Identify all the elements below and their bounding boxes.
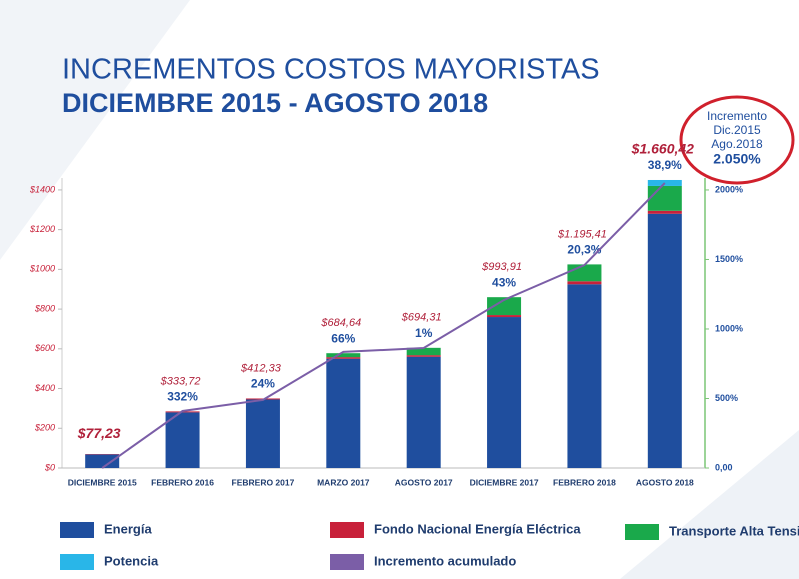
change-label: 1% xyxy=(415,326,433,340)
bar-segment xyxy=(326,353,361,358)
legend-swatch xyxy=(60,522,94,538)
callout-text: Ago.2018 xyxy=(711,137,763,151)
bar-segment xyxy=(567,264,602,282)
bar-segment xyxy=(567,284,602,468)
x-tick-label: AGOSTO 2017 xyxy=(395,477,453,487)
line xyxy=(101,182,666,469)
callout-text: Incremento xyxy=(707,109,767,123)
chart-title: INCREMENTOS COSTOS MAYORISTAS xyxy=(62,54,600,86)
y2-tick-label: 500% xyxy=(715,393,738,403)
bar-segment xyxy=(85,454,120,468)
y-tick-label: $800 xyxy=(34,303,55,313)
y2-tick-label: 1000% xyxy=(715,323,743,333)
bar-segment xyxy=(487,297,522,316)
y-tick-label: $200 xyxy=(34,423,55,433)
y-tick-label: $1400 xyxy=(29,184,55,194)
bar-segment xyxy=(406,356,441,468)
bar-segment xyxy=(326,358,361,468)
x-tick-label: FEBRERO 2018 xyxy=(553,477,616,487)
total-label: $694,31 xyxy=(401,312,442,324)
y2-tick-label: 2000% xyxy=(715,184,743,194)
y2-tick-label: 1500% xyxy=(715,254,743,264)
total-label: $684,64 xyxy=(320,317,361,329)
legend-label: Potencia xyxy=(104,553,159,568)
bar-segment xyxy=(487,317,522,468)
background-shape xyxy=(0,0,190,260)
y-tick-label: $0 xyxy=(44,462,55,472)
x-tick-label: DICIEMBRE 2017 xyxy=(470,477,539,487)
bar-segment xyxy=(326,357,361,359)
total-label: $77,23 xyxy=(77,425,121,441)
bar-segment xyxy=(647,179,682,186)
x-tick-label: AGOSTO 2018 xyxy=(636,477,694,487)
bar-segment xyxy=(406,347,441,356)
total-label: $412,33 xyxy=(240,362,282,374)
bar-segment xyxy=(165,412,200,468)
y-tick-label: $1000 xyxy=(29,264,55,274)
bar-segment xyxy=(567,281,602,285)
total-label: $1.660,42 xyxy=(631,141,694,157)
y-tick-label: $400 xyxy=(34,383,55,393)
x-tick-label: FEBRERO 2016 xyxy=(151,477,214,487)
legend-swatch xyxy=(330,554,364,570)
bar-segment xyxy=(406,355,441,357)
legend-swatch xyxy=(60,554,94,570)
change-label: 24% xyxy=(251,377,275,391)
total-label: $993,91 xyxy=(481,261,522,273)
change-label: 38,9% xyxy=(648,158,682,172)
callout-value: 2.050% xyxy=(713,151,761,167)
bar-segment xyxy=(647,210,682,214)
legend-label: Energía xyxy=(104,521,152,536)
y-tick-label: $1200 xyxy=(29,224,55,234)
bar-segment xyxy=(245,399,280,468)
legend-label: Fondo Nacional Energía Eléctrica xyxy=(374,521,581,536)
legend-label: Transporte Alta Tensión y Distro xyxy=(669,523,799,538)
background-shape xyxy=(620,430,799,579)
chart-subtitle: DICIEMBRE 2015 - AGOSTO 2018 xyxy=(62,88,488,118)
change-label: 20,3% xyxy=(567,243,601,257)
x-tick-label: MARZO 2017 xyxy=(317,477,370,487)
x-tick-label: DICIEMBRE 2015 xyxy=(68,477,137,487)
callout-circle xyxy=(679,95,795,185)
total-label: $1.195,41 xyxy=(557,228,607,240)
bar-segment xyxy=(647,213,682,468)
change-label: 43% xyxy=(492,275,516,289)
legend-label: Incremento acumulado xyxy=(374,553,516,568)
bar-segment xyxy=(487,315,522,318)
change-label: 332% xyxy=(167,390,198,404)
y-tick-label: $600 xyxy=(34,343,55,353)
total-label: $333,72 xyxy=(160,375,201,387)
x-tick-label: FEBRERO 2017 xyxy=(232,477,295,487)
legend-swatch xyxy=(330,522,364,538)
bar-segment xyxy=(647,185,682,211)
y2-tick-label: 0,00 xyxy=(715,462,733,472)
callout-text: Dic.2015 xyxy=(713,123,761,137)
change-label: 66% xyxy=(331,331,355,345)
legend-swatch xyxy=(625,524,659,540)
